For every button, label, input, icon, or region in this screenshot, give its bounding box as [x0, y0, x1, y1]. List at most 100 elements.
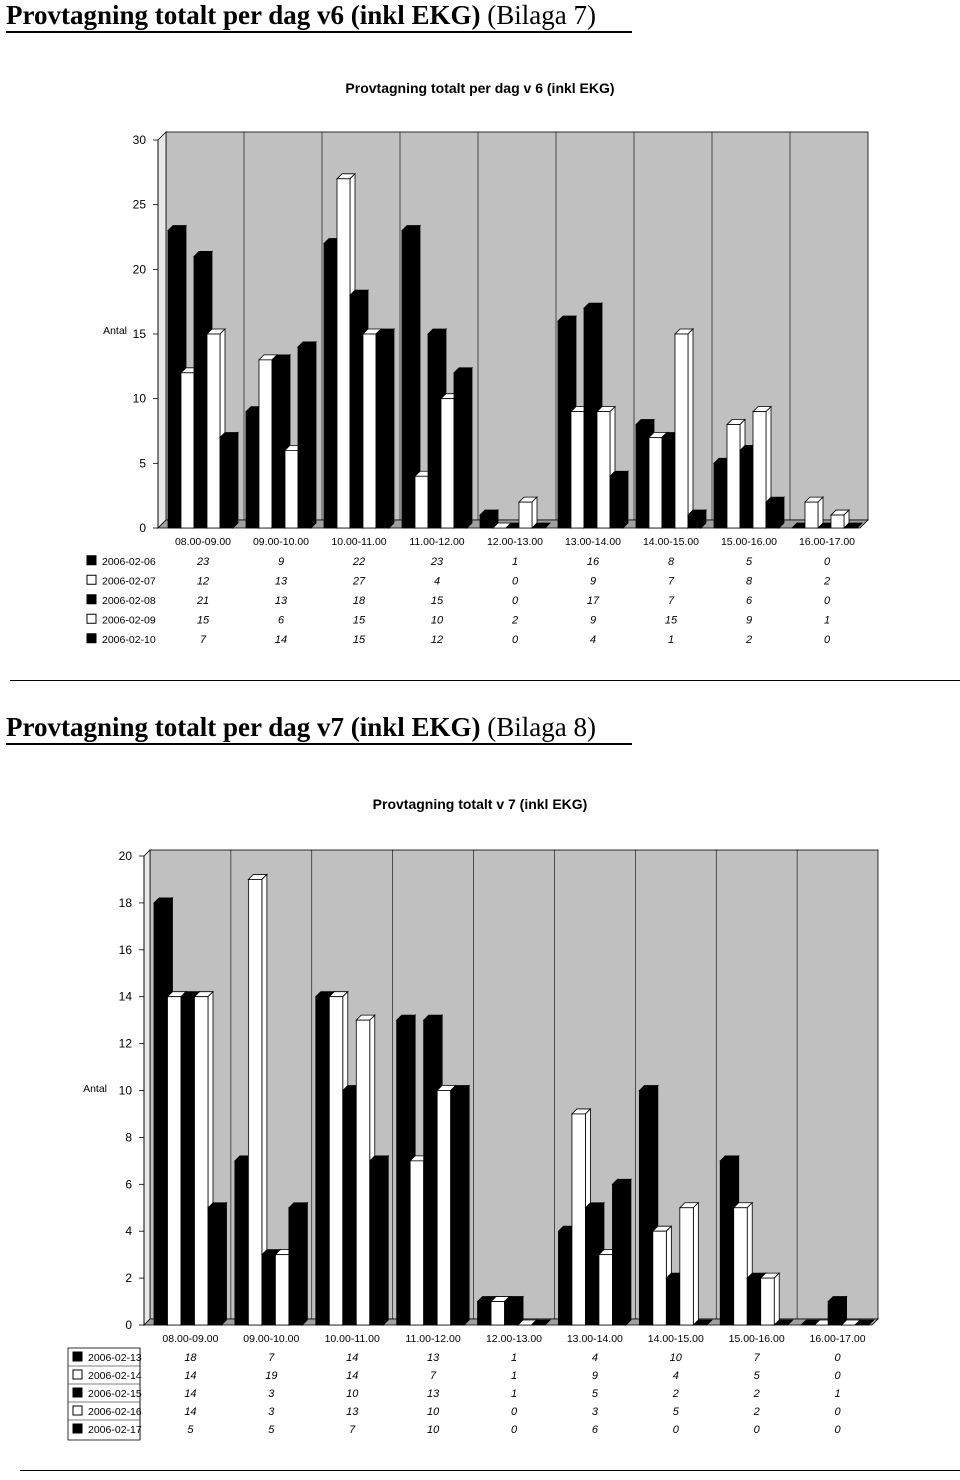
data-table-cell: 18 — [353, 595, 366, 607]
y-tick-label: 0 — [139, 521, 146, 535]
heading-underline — [6, 31, 632, 33]
data-table-cell: 22 — [352, 556, 365, 568]
data-table-cell: 14 — [346, 1352, 358, 1364]
bar — [297, 340, 317, 529]
category-label: 12.00-13.00 — [487, 536, 543, 548]
legend-swatch — [86, 574, 97, 585]
y-tick-label: 8 — [125, 1130, 132, 1144]
data-table-cell: 0 — [824, 634, 831, 646]
category-label: 13.00-14.00 — [565, 536, 621, 548]
category-label: 15.00-16.00 — [721, 536, 777, 548]
y-tick-label: 0 — [125, 1318, 132, 1332]
legend-swatch — [86, 633, 97, 644]
data-table-cell: 17 — [587, 595, 600, 607]
data-table-cell: 0 — [834, 1370, 841, 1382]
data-table-cell: 0 — [673, 1424, 680, 1436]
y-tick-label: 14 — [119, 990, 133, 1004]
legend-label: 2006-02-06 — [102, 556, 156, 568]
bar — [830, 509, 850, 529]
data-table-cell: 9 — [592, 1370, 598, 1382]
data-table-cell: 5 — [746, 556, 753, 568]
legend-label: 2006-02-08 — [102, 595, 156, 607]
heading-text: Provtagning totalt per dag v6 (inkl EKG) — [6, 0, 481, 30]
y-tick-label: 5 — [139, 456, 146, 470]
data-table-cell: 13 — [427, 1352, 440, 1364]
data-table-cell: 2 — [745, 634, 752, 646]
bar — [759, 1272, 781, 1326]
bar — [247, 873, 268, 1326]
data-table-cell: 8 — [746, 575, 753, 587]
category-label: 10.00-11.00 — [325, 1333, 380, 1345]
data-table-cell: 14 — [184, 1370, 196, 1382]
bar — [518, 496, 538, 529]
data-table-cell: 4 — [592, 1352, 598, 1364]
data-table-cell: 5 — [754, 1370, 761, 1382]
bar — [611, 1178, 632, 1326]
data-table-cell: 0 — [512, 595, 519, 607]
legend-swatch — [72, 1369, 83, 1380]
data-table-cell: 12 — [197, 575, 209, 587]
data-table-cell: 9 — [590, 575, 596, 587]
legend-swatch — [72, 1405, 83, 1416]
data-table-cell: 23 — [196, 556, 210, 568]
data-table-cell: 0 — [511, 1406, 518, 1418]
data-table-cell: 3 — [268, 1388, 275, 1400]
chart-title-v7: Provtagning totalt v 7 (inkl EKG) — [372, 796, 588, 812]
legend-label: 2006-02-13 — [88, 1352, 142, 1364]
bar — [804, 496, 824, 529]
category-label: 10.00-11.00 — [331, 536, 386, 548]
data-table-cell: 7 — [268, 1352, 275, 1364]
plot-area — [149, 849, 879, 1320]
data-table-cell: 3 — [268, 1406, 275, 1418]
data-table-cell: 15 — [353, 634, 366, 646]
data-table-cell: 8 — [668, 556, 675, 568]
y-axis-label: Antal — [103, 325, 127, 337]
category-label: 14.00-15.00 — [643, 536, 699, 548]
data-table-cell: 2 — [511, 614, 518, 626]
section-heading-v6: Provtagning totalt per dag v6 (inkl EKG)… — [6, 0, 596, 31]
y-tick-label: 6 — [125, 1177, 132, 1191]
category-label: 15.00-16.00 — [729, 1333, 785, 1345]
y-tick-label: 20 — [133, 262, 147, 276]
y-tick-label: 10 — [119, 1084, 133, 1098]
bar — [219, 431, 239, 529]
y-tick-label: 2 — [125, 1271, 132, 1285]
bar — [530, 1319, 552, 1326]
data-table-cell: 2 — [823, 575, 830, 587]
legend-label: 2006-02-10 — [102, 634, 156, 646]
legend-label: 2006-02-15 — [88, 1388, 142, 1400]
y-axis-label: Antal — [83, 1083, 107, 1095]
legend-swatch — [86, 613, 97, 624]
category-label: 09.00-10.00 — [253, 536, 309, 548]
category-label: 11.00-12.00 — [405, 1333, 460, 1345]
data-table-cell: 15 — [431, 595, 444, 607]
data-table-cell: 4 — [590, 634, 596, 646]
heading-text: Provtagning totalt per dag v7 (inkl EKG) — [6, 712, 481, 742]
data-table-cell: 19 — [265, 1370, 277, 1382]
legend-label: 2006-02-09 — [102, 614, 156, 626]
bar — [449, 1084, 471, 1326]
category-label: 09.00-10.00 — [243, 1333, 299, 1345]
legend-label: 2006-02-14 — [88, 1370, 142, 1382]
data-table-cell: 0 — [754, 1424, 761, 1436]
category-label: 16.00-17.00 — [810, 1333, 866, 1345]
bar — [692, 1319, 713, 1326]
section-divider — [10, 680, 960, 681]
data-table-cell: 21 — [196, 595, 209, 607]
bar — [687, 509, 707, 529]
category-label: 11.00-12.00 — [409, 536, 464, 548]
chart-title-v6: Provtagning totalt per dag v 6 (inkl EKG… — [345, 80, 615, 96]
y-tick-label: 16 — [119, 943, 133, 957]
data-table-cell: 10 — [670, 1352, 683, 1364]
bar — [765, 496, 785, 529]
bilaga-label: (Bilaga 8) — [487, 712, 596, 742]
data-table-cell: 1 — [511, 1370, 517, 1382]
plot-side-wall — [143, 849, 151, 1326]
category-label: 12.00-13.00 — [486, 1333, 542, 1345]
data-table-cell: 6 — [746, 595, 753, 607]
data-table-cell: 5 — [268, 1424, 275, 1436]
legend-label: 2006-02-17 — [88, 1424, 142, 1436]
data-table-cell: 10 — [431, 614, 444, 626]
data-table-cell: 0 — [834, 1424, 841, 1436]
